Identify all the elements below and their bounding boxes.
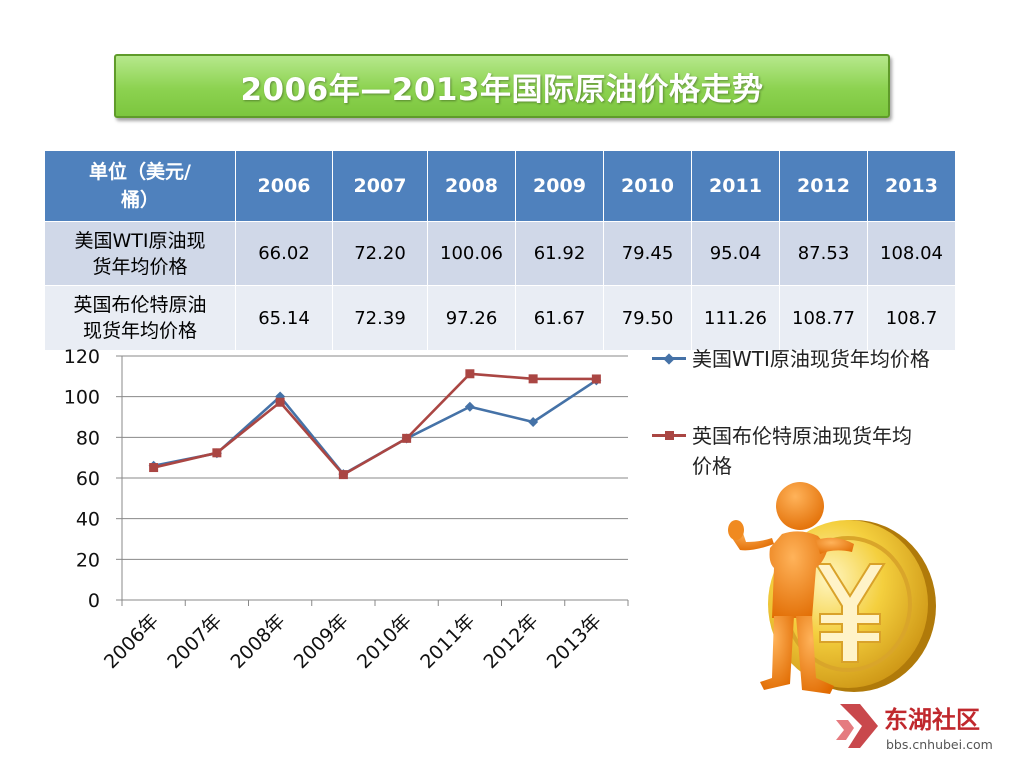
x-tick-label: 2013年 bbox=[543, 610, 606, 673]
donghu-logo-icon bbox=[836, 704, 878, 748]
y-tick-label: 100 bbox=[64, 387, 100, 409]
year-header: 2010 bbox=[603, 150, 692, 222]
y-tick-label: 40 bbox=[76, 509, 100, 531]
table-header-row: 单位（美元/ 桶） 2006 2007 2008 2009 2010 2011 … bbox=[44, 150, 956, 222]
series-line-wti bbox=[153, 379, 598, 476]
table-cell: 100.06 bbox=[427, 221, 516, 286]
year-header: 2009 bbox=[515, 150, 604, 222]
data-point-brent bbox=[149, 463, 159, 473]
price-table: 单位（美元/ 桶） 2006 2007 2008 2009 2010 2011 … bbox=[44, 150, 956, 351]
table-cell: 87.53 bbox=[779, 221, 868, 286]
chart-series bbox=[148, 369, 602, 480]
data-point-brent bbox=[212, 448, 222, 458]
figure-with-yuan-coin-icon bbox=[728, 482, 936, 694]
diamond-marker-icon bbox=[663, 353, 675, 365]
y-tick-label: 80 bbox=[76, 427, 100, 449]
year-header: 2011 bbox=[691, 150, 780, 222]
table-cell: 79.50 bbox=[603, 285, 692, 351]
table-cell: 108.04 bbox=[867, 221, 956, 286]
data-point-wti bbox=[464, 401, 475, 412]
table-cell: 65.14 bbox=[235, 285, 333, 351]
table-cell: 95.04 bbox=[691, 221, 780, 286]
table-cell: 61.67 bbox=[515, 285, 604, 351]
data-point-brent bbox=[338, 470, 348, 480]
title-banner: 2006年—2013年国际原油价格走势 bbox=[114, 54, 890, 118]
table-cell: 72.39 bbox=[332, 285, 428, 351]
table-cell: 111.26 bbox=[691, 285, 780, 351]
data-point-brent bbox=[591, 374, 601, 384]
chart-grid bbox=[122, 355, 628, 560]
table-cell: 108.7 bbox=[867, 285, 956, 351]
square-marker-icon bbox=[665, 431, 674, 440]
x-tick-label: 2006年 bbox=[100, 610, 163, 673]
y-tick-label: 60 bbox=[76, 468, 100, 490]
legend-item-brent: 英国布伦特原油现货年均 价格 bbox=[652, 421, 972, 483]
table-cell: 72.20 bbox=[332, 221, 428, 286]
row-label-brent: 英国布伦特原油 现货年均价格 bbox=[44, 285, 236, 351]
data-point-wti bbox=[528, 417, 539, 428]
series-line-brent bbox=[153, 372, 597, 476]
chart-axes: 0 20 40 60 80 100 120 2006年 2007年 2008年 2009年 2010年… bbox=[64, 346, 629, 673]
watermark-url: bbs.cnhubei.com bbox=[886, 737, 993, 752]
table-cell: 66.02 bbox=[235, 221, 333, 286]
data-point-brent bbox=[465, 369, 475, 379]
legend-label-brent: 英国布伦特原油现货年均 价格 bbox=[692, 424, 912, 478]
legend-label-wti: 美国WTI原油现货年均价格 bbox=[692, 347, 930, 371]
x-tick-label: 2008年 bbox=[226, 610, 289, 673]
watermark: 东湖社区 bbs.cnhubei.com bbox=[836, 704, 993, 752]
y-tick-label: 20 bbox=[76, 549, 100, 571]
y-tick-label: 0 bbox=[88, 590, 100, 612]
year-header: 2012 bbox=[779, 150, 868, 222]
data-point-brent bbox=[275, 397, 285, 407]
x-tick-label: 2007年 bbox=[163, 610, 226, 673]
year-header: 2008 bbox=[427, 150, 516, 222]
y-tick-label: 120 bbox=[64, 346, 100, 368]
x-tick-label: 2011年 bbox=[416, 610, 479, 673]
row-label-wti: 美国WTI原油现 货年均价格 bbox=[44, 221, 236, 286]
x-tick-label: 2009年 bbox=[290, 610, 353, 673]
watermark-brand: 东湖社区 bbox=[884, 706, 980, 734]
data-point-brent bbox=[528, 374, 538, 384]
data-point-brent bbox=[402, 433, 412, 443]
x-tick-label: 2012年 bbox=[479, 610, 542, 673]
legend-item-wti: 美国WTI原油现货年均价格 bbox=[652, 344, 972, 376]
table-row-brent: 英国布伦特原油 现货年均价格 65.14 72.39 97.26 61.67 7… bbox=[44, 285, 956, 351]
year-header: 2013 bbox=[867, 150, 956, 222]
page-title: 2006年—2013年国际原油价格走势 bbox=[240, 71, 764, 108]
x-tick-label: 2010年 bbox=[353, 610, 416, 673]
table-cell: 108.77 bbox=[779, 285, 868, 351]
table-row-wti: 美国WTI原油现 货年均价格 66.02 72.20 100.06 61.92 … bbox=[44, 221, 956, 286]
table-cell: 79.45 bbox=[603, 221, 692, 286]
